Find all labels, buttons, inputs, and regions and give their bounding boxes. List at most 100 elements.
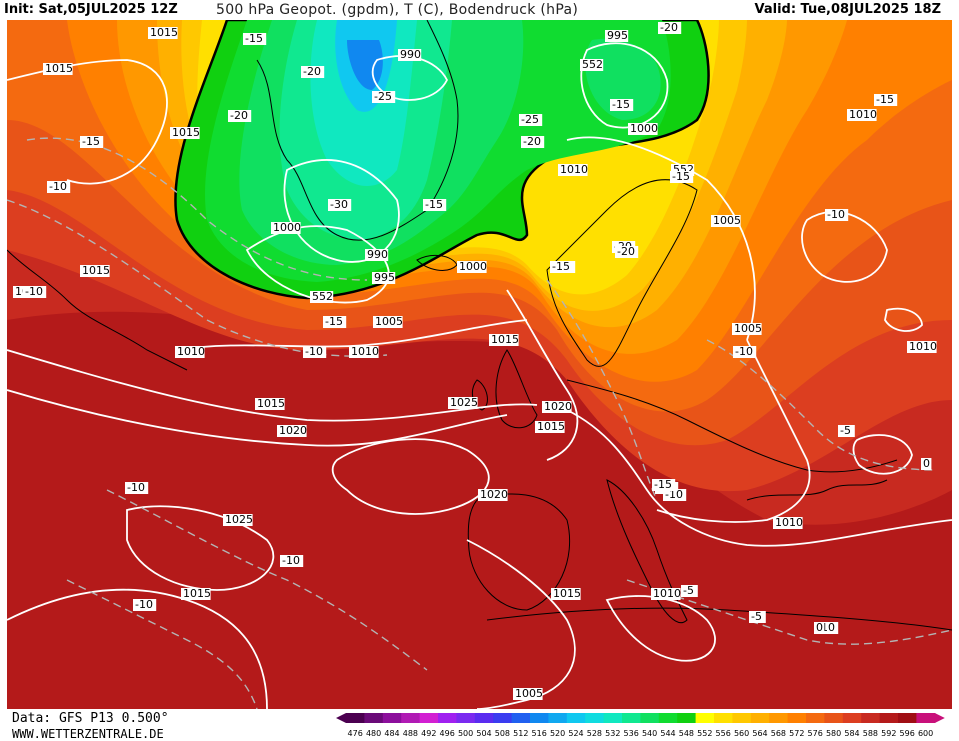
colorbar-tick-label: 572 <box>789 729 804 738</box>
temperature-label: -5 <box>681 584 698 597</box>
svg-text:1020: 1020 <box>480 488 508 501</box>
colorbar-tick-label: 520 <box>550 729 565 738</box>
temperature-label: -30 <box>328 198 352 211</box>
canada-coast <box>7 249 188 371</box>
colorbar-swatch <box>824 713 844 723</box>
svg-text:-5: -5 <box>840 424 851 437</box>
temperature-label: -10 <box>825 208 849 221</box>
temperature-label: -10 <box>23 285 47 298</box>
colorbar-left-arrow <box>336 713 346 723</box>
temperature-labels: -15-20-25-20-20-15-25-20-15-15-15-10-30-… <box>23 21 932 634</box>
pressure-label: 1010 <box>349 345 379 358</box>
pressure-label: 1010 <box>558 163 588 176</box>
colorbar-tick-label: 504 <box>476 729 491 738</box>
pressure-label: 1010 <box>651 587 681 600</box>
isotherm-g <box>66 579 258 709</box>
colorbar-swatch <box>382 713 402 723</box>
pressure-label: 1005 <box>373 315 403 328</box>
svg-text:-10: -10 <box>135 598 153 611</box>
valid-time: Valid: Tue,08JUL2025 18Z <box>754 2 941 17</box>
svg-text:-10: -10 <box>127 481 145 494</box>
init-time: Init: Sat,05JUL2025 12Z <box>4 2 178 17</box>
colorbar-swatch <box>861 713 881 723</box>
colorbar: 476 480 484 488 492 496 500 504 508 512 516 520 524 5… <box>336 713 945 738</box>
isobar-1025-mid <box>126 505 275 591</box>
colorbar-tick-label: 580 <box>826 729 841 738</box>
svg-text:-15: -15 <box>425 198 443 211</box>
svg-text:-10: -10 <box>25 285 43 298</box>
pressure-label: 1015 <box>43 62 73 75</box>
colorbar-tick-label: 516 <box>532 729 547 738</box>
colorbar-swatch <box>677 713 697 723</box>
colorbar-swatch <box>511 713 531 723</box>
isobar-1005-ne <box>566 136 756 341</box>
ireland-coast <box>471 379 488 411</box>
temperature-label: -15 <box>874 93 898 106</box>
svg-text:1005: 1005 <box>375 315 403 328</box>
colorbar-swatch <box>714 713 733 723</box>
svg-text:1020: 1020 <box>544 400 572 413</box>
temperature-label: -10 <box>133 598 157 611</box>
italy-coast <box>606 479 688 623</box>
temperature-label: -15 <box>610 98 634 111</box>
colorbar-tick-label: 480 <box>366 729 381 738</box>
colorbar-tick-label: 552 <box>697 729 712 738</box>
colorbar-tick-label: 528 <box>587 729 602 738</box>
pressure-label: 995 <box>605 29 629 42</box>
svg-text:1015: 1015 <box>82 264 110 277</box>
isobar-1020-europe <box>566 409 952 547</box>
svg-text:995: 995 <box>607 29 628 42</box>
svg-text:990: 990 <box>400 48 421 61</box>
svg-text:1010: 1010 <box>653 587 681 600</box>
pressure-label: 1020 <box>478 488 508 501</box>
pressure-label: 990 <box>365 248 389 261</box>
svg-text:1015: 1015 <box>172 126 200 139</box>
pressure-label: 552 <box>580 58 604 71</box>
svg-text:-15: -15 <box>654 478 672 491</box>
svg-text:1000: 1000 <box>630 122 658 135</box>
svg-text:1025: 1025 <box>450 396 478 409</box>
svg-text:-25: -25 <box>374 90 392 103</box>
svg-text:1000: 1000 <box>273 221 301 234</box>
svg-text:1010: 1010 <box>775 516 803 529</box>
pressure-label: 1025 <box>448 396 478 409</box>
colorbar-swatch <box>585 713 605 723</box>
temperature-label: -15 <box>80 135 104 148</box>
temperature-label: -20 <box>521 135 545 148</box>
svg-text:1015: 1015 <box>537 420 565 433</box>
isotherm-d <box>546 279 658 501</box>
pressure-label: 1015 <box>181 587 211 600</box>
pressure-label: 1015 <box>535 420 565 433</box>
temperature-label: -15 <box>550 260 574 273</box>
isobar-1015-caspian <box>852 434 913 475</box>
svg-text:-20: -20 <box>230 109 248 122</box>
colorbar-tick-label: 556 <box>716 729 731 738</box>
svg-text:1005: 1005 <box>734 322 762 335</box>
colorbar-tick-label: 512 <box>513 729 528 738</box>
colorbar-tick-label: 600 <box>918 729 933 738</box>
pressure-label: 1000 <box>457 260 487 273</box>
colorbar-swatch <box>401 713 421 723</box>
colorbar-tick-label: 500 <box>458 729 473 738</box>
svg-text:1010: 1010 <box>351 345 379 358</box>
isobar-1010-far-east <box>884 307 923 332</box>
svg-text:-15: -15 <box>612 98 630 111</box>
temperature-label: -15 <box>670 170 694 183</box>
colorbar-tick-label: 596 <box>900 729 915 738</box>
fill-544-east <box>585 38 661 120</box>
svg-text:-15: -15 <box>245 32 263 45</box>
map-title: 500 hPa Geopot. (gpdm), T (C), Bodendruc… <box>216 2 579 18</box>
colorbar-swatch <box>346 713 365 723</box>
colorbar-tick-label: 564 <box>752 729 767 738</box>
temperature-label: -5 <box>838 424 855 437</box>
colorbar-tick-label: 568 <box>771 729 786 738</box>
pressure-label: 1015 <box>170 126 200 139</box>
pressure-label: 1000 <box>271 221 301 234</box>
svg-text:1015: 1015 <box>257 397 285 410</box>
temperature-label: -20 <box>228 109 252 122</box>
colorbar-swatch <box>695 713 715 723</box>
svg-text:995: 995 <box>374 271 395 284</box>
temperature-label: -10 <box>733 345 757 358</box>
colorbar-swatch <box>898 713 917 723</box>
pressure-label: 990 <box>398 48 422 61</box>
